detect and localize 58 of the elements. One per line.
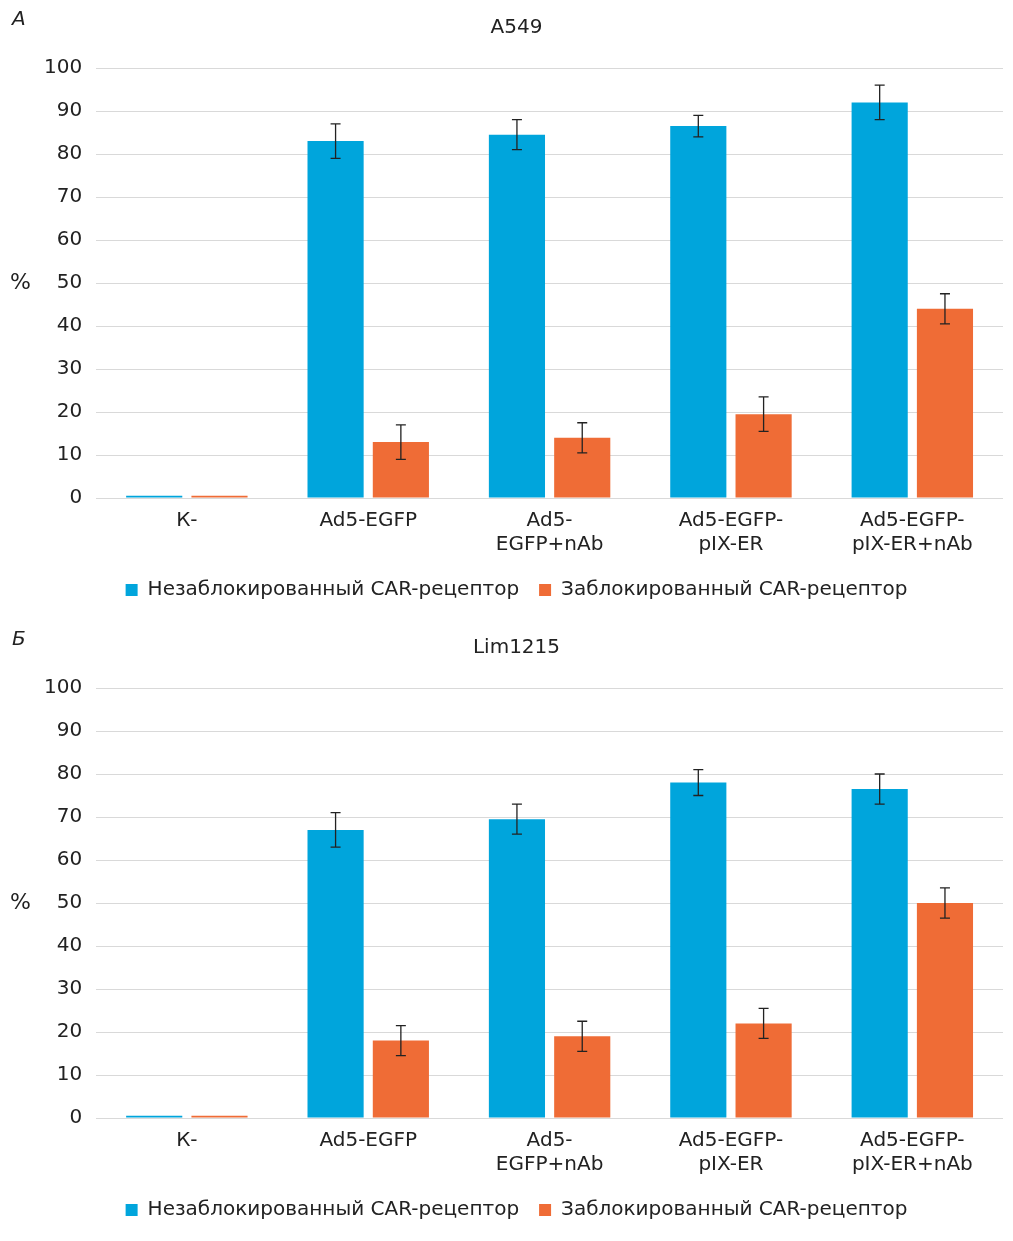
y-tick-label: 70 [56, 803, 83, 828]
y-tick-label: 10 [56, 441, 83, 466]
bar [735, 1023, 792, 1118]
y-tick-label: 60 [56, 846, 83, 871]
y-tick-label: 20 [56, 398, 83, 423]
y-tick-label: 50 [56, 269, 83, 294]
y-tick-label: 40 [56, 312, 83, 337]
bar [670, 782, 727, 1118]
y-axis-title: % [10, 268, 31, 294]
y-tick-label: 30 [56, 355, 83, 380]
chart-title: A549 [490, 14, 543, 39]
y-tick-label: 30 [56, 975, 83, 1000]
bar [735, 414, 792, 498]
legend-label: Незаблокированный CAR-рецептор [147, 1196, 520, 1221]
text: А [10, 6, 26, 31]
bar [488, 819, 546, 1118]
y-tick-label: 0 [69, 1104, 83, 1129]
bar [488, 134, 546, 498]
x-tick-label: Ad5-EGFP-pIX-ER+nAb [851, 507, 973, 556]
legend-label: Заблокированный CAR-рецептор [561, 576, 908, 601]
text: Б [12, 626, 26, 651]
y-tick-label: 100 [43, 54, 83, 79]
y-tick-label: 40 [56, 932, 83, 957]
y-tick-label: 10 [56, 1061, 83, 1086]
y-tick-label: 20 [56, 1018, 83, 1043]
bar [851, 789, 908, 1118]
y-tick-label: 100 [43, 674, 83, 699]
bar [916, 308, 974, 498]
y-tick-label: 80 [56, 140, 83, 165]
bar [554, 437, 611, 498]
y-tick-label: 80 [56, 760, 83, 785]
x-tick-label: К- [176, 1127, 198, 1152]
bar [851, 102, 908, 498]
bar [372, 442, 429, 498]
y-tick-label: 60 [56, 226, 83, 251]
bar [916, 903, 974, 1118]
bar [670, 126, 727, 498]
x-tick-label: Ad5-EGFP+nAb [495, 507, 604, 556]
x-tick-label: Ad5-EGFP [319, 1127, 418, 1152]
y-tick-label: 0 [69, 484, 83, 509]
y-tick-label: 50 [56, 889, 83, 914]
x-tick-label: Ad5-EGFP-pIX-ER [678, 1127, 784, 1176]
y-axis-title: % [10, 888, 31, 914]
y-tick-label: 90 [56, 717, 83, 742]
bar [372, 1040, 429, 1118]
legend-label: Незаблокированный CAR-рецептор [147, 576, 520, 601]
legend-label: Заблокированный CAR-рецептор [561, 1196, 908, 1221]
x-tick-label: К- [176, 507, 198, 532]
bar [554, 1036, 611, 1118]
x-tick-label: Ad5-EGFP-pIX-ER+nAb [851, 1127, 973, 1176]
bar [307, 141, 364, 498]
x-tick-label: Ad5-EGFP [319, 507, 418, 532]
y-tick-label: 90 [56, 97, 83, 122]
x-tick-label: Ad5-EGFP-pIX-ER [678, 507, 784, 556]
bar [307, 829, 364, 1118]
x-tick-label: Ad5-EGFP+nAb [495, 1127, 604, 1176]
chart-title: Lim1215 [472, 634, 561, 659]
y-tick-label: 70 [56, 183, 83, 208]
